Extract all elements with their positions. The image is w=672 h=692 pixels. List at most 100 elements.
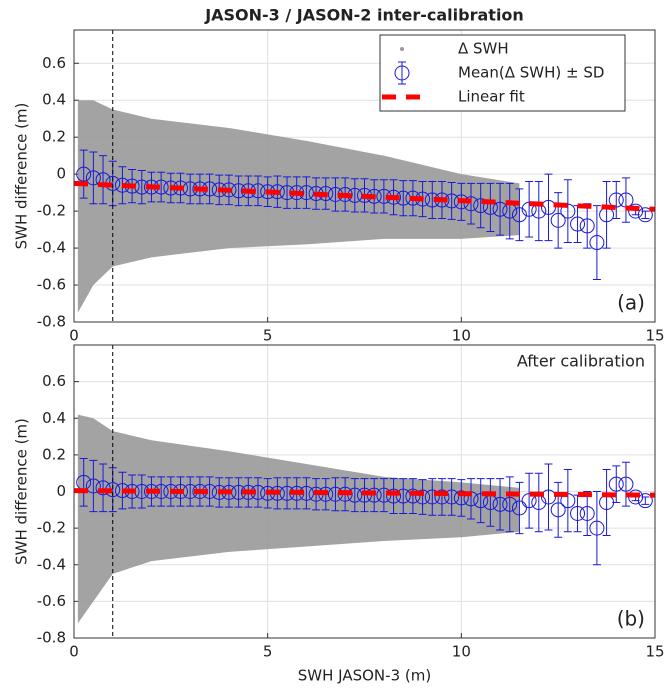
error-bar — [143, 171, 159, 203]
y-tick-label: -0.2 — [37, 202, 66, 220]
error-whisker — [79, 458, 88, 507]
mean-marker — [540, 489, 556, 505]
legend-label: Δ SWH — [458, 40, 509, 58]
y-tick-label: 0 — [56, 482, 66, 500]
chart-title: JASON-3 / JASON-2 inter-calibration — [204, 6, 524, 25]
mean-marker — [76, 166, 92, 182]
scatter-cloud — [77, 414, 520, 624]
error-whisker — [447, 181, 456, 220]
error-whisker — [428, 181, 437, 220]
y-tick-label: 0.2 — [42, 445, 66, 463]
error-whisker — [476, 478, 485, 524]
mean-marker — [608, 192, 624, 208]
mean-marker — [560, 203, 576, 219]
error-bar — [540, 463, 556, 531]
mean-marker — [521, 493, 537, 509]
error-bar — [511, 188, 527, 242]
mean-marker — [453, 490, 469, 506]
error-whisker — [205, 173, 214, 205]
error-whisker — [399, 478, 408, 514]
x-tick-label: 0 — [69, 327, 79, 345]
mean-marker — [608, 476, 624, 492]
mean-marker — [637, 207, 653, 223]
x-axis-label: SWH JASON-3 (m) — [298, 667, 431, 685]
mean-marker — [637, 493, 653, 509]
error-whisker — [137, 169, 146, 205]
y-tick-label: -0.8 — [37, 313, 66, 331]
error-bar — [473, 182, 489, 229]
error-whisker — [428, 478, 437, 516]
error-whisker — [515, 188, 524, 242]
error-whisker — [234, 477, 243, 508]
error-bar — [76, 149, 92, 199]
error-bar — [618, 461, 634, 507]
y-tick-label: -0.8 — [37, 629, 66, 647]
error-whisker — [621, 461, 630, 507]
error-bar — [405, 478, 421, 514]
y-tick-label: -0.6 — [37, 592, 66, 610]
y-tick-label: 0 — [56, 165, 66, 183]
error-bar — [473, 478, 489, 524]
error-whisker — [544, 173, 553, 242]
y-axis-label: SWH difference (m) — [13, 103, 31, 250]
x-tick-label: 10 — [452, 327, 471, 345]
x-tick-label: 15 — [645, 327, 664, 345]
mean-marker — [473, 198, 489, 214]
error-bar — [95, 155, 111, 205]
legend-label: Linear fit — [458, 88, 525, 106]
y-axis-label: SWH difference (m) — [13, 418, 31, 565]
error-whisker — [554, 192, 563, 249]
error-whisker — [486, 478, 495, 527]
error-bar — [424, 181, 440, 220]
legend-marker — [394, 65, 410, 81]
mean-marker — [85, 478, 101, 494]
mean-marker — [589, 235, 605, 251]
error-bar — [550, 192, 566, 249]
error-whisker — [641, 210, 650, 220]
error-whisker — [515, 481, 524, 535]
error-whisker — [476, 182, 485, 229]
annotation: After calibration — [517, 352, 645, 371]
y-tick-label: 0.6 — [42, 54, 66, 72]
error-bar — [492, 182, 508, 236]
mean-marker — [386, 488, 402, 504]
error-whisker — [592, 491, 601, 566]
error-whisker — [437, 478, 446, 516]
error-whisker — [302, 176, 311, 209]
error-whisker — [99, 463, 108, 513]
error-whisker — [563, 179, 572, 244]
error-bar — [560, 179, 576, 244]
mean-marker — [444, 489, 460, 505]
error-whisker — [602, 181, 611, 249]
y-tick-label: 0.4 — [42, 91, 66, 109]
error-bar — [434, 478, 450, 516]
error-bar — [482, 478, 498, 527]
error-whisker — [534, 472, 543, 533]
error-whisker — [389, 478, 398, 514]
mean-marker — [434, 489, 450, 505]
mean-marker — [473, 493, 489, 509]
mean-marker — [492, 496, 508, 512]
x-tick-label: 10 — [452, 643, 471, 661]
error-whisker — [418, 479, 427, 515]
error-whisker — [505, 476, 514, 533]
mean-marker — [502, 496, 518, 512]
error-bar — [463, 182, 479, 225]
error-bar — [560, 469, 576, 533]
y-tick-label: -0.4 — [37, 239, 66, 257]
axes-frame — [73, 344, 656, 639]
error-whisker — [447, 478, 456, 516]
mean-marker — [521, 201, 537, 217]
x-tick-label: 5 — [263, 327, 273, 345]
error-whisker — [525, 472, 534, 529]
error-whisker — [612, 181, 621, 220]
error-bar — [637, 493, 653, 509]
error-whisker — [331, 477, 340, 512]
legend-label: Mean(Δ SWH) ± SD — [458, 64, 604, 82]
error-whisker — [641, 496, 650, 505]
legend-box — [379, 34, 626, 112]
error-whisker — [89, 151, 98, 205]
fit-line — [73, 180, 656, 212]
y-tick-label: -0.2 — [37, 519, 66, 537]
